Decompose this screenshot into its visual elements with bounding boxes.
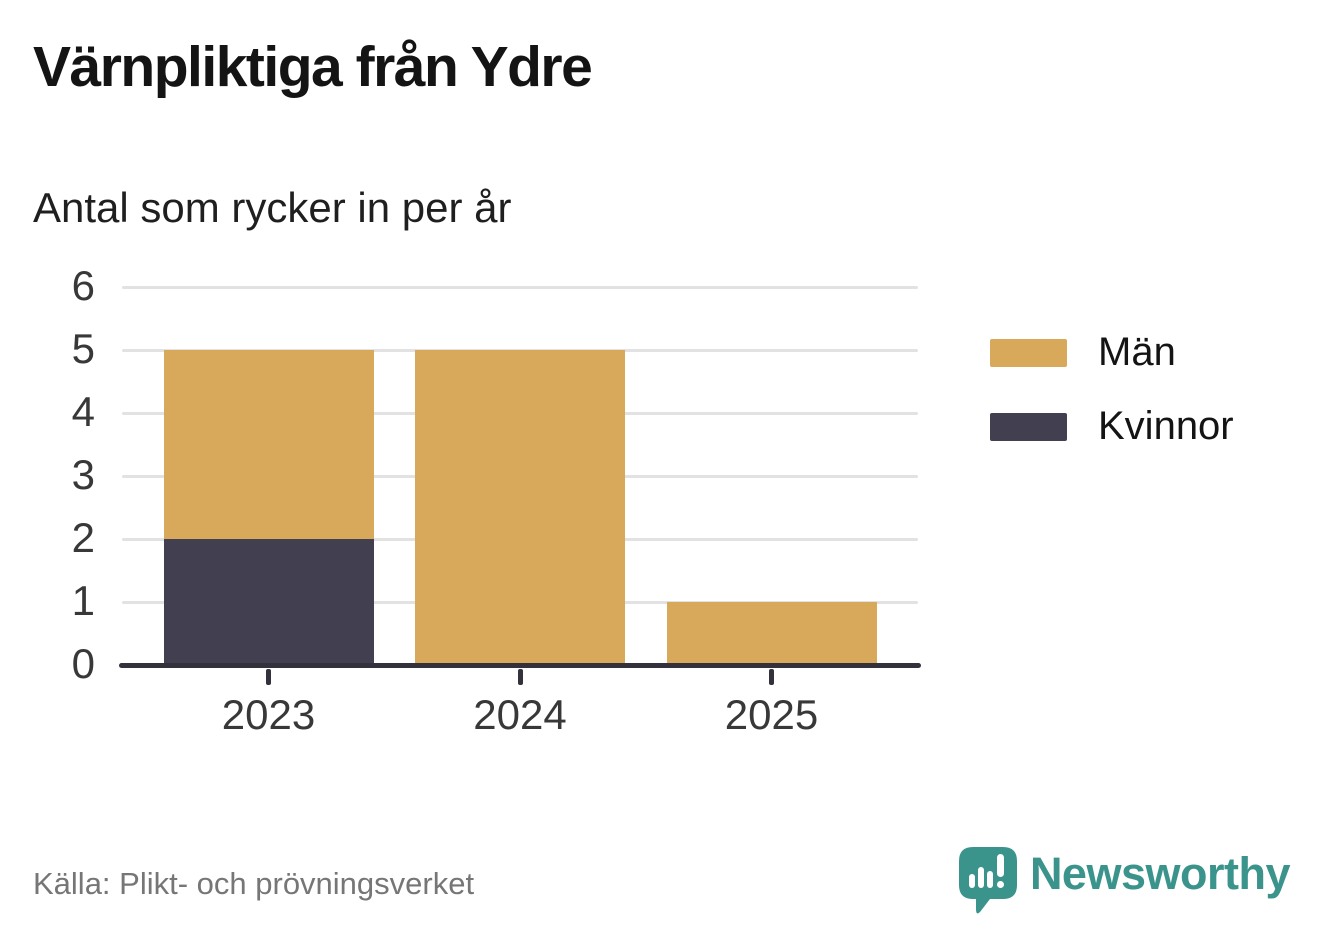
bar-segment-kvinnor-2023	[163, 539, 374, 665]
legend-label: Kvinnor	[1098, 404, 1234, 448]
chart-title: Värnpliktiga från Ydre	[33, 35, 593, 99]
gridline-y6	[122, 285, 918, 289]
newsworthy-logo-icon	[958, 847, 1017, 914]
x-axis-line	[119, 662, 921, 668]
y-axis-label: 0	[71, 640, 95, 688]
bar-segment-män-2023	[163, 350, 374, 539]
brand-name: Newsworthy	[1029, 848, 1291, 899]
y-axis-label: 2	[71, 514, 95, 562]
legend-item-kvinnor: Kvinnor	[990, 404, 1234, 449]
source-note: Källa: Plikt- och prövningsverket	[33, 866, 475, 901]
y-axis-label: 5	[71, 325, 95, 373]
y-axis-label: 3	[71, 451, 95, 499]
y-axis-label: 6	[71, 262, 95, 310]
legend: Män Kvinnor	[990, 330, 1234, 478]
bar-segment-män-2024	[415, 350, 625, 665]
x-tick-2023	[266, 669, 271, 685]
legend-item-män: Män	[990, 330, 1234, 375]
x-tick-2025	[769, 669, 774, 685]
x-tick-2024	[517, 669, 523, 685]
chart-subtitle: Antal som rycker in per år	[33, 184, 512, 231]
plot-area: 0 1 2 3 4 5 6 2023 2024 2025	[72, 262, 921, 738]
legend-label: Män	[1098, 330, 1176, 374]
y-axis-label: 1	[71, 577, 95, 625]
y-axis-label: 4	[71, 388, 95, 436]
legend-swatch-män	[990, 338, 1067, 367]
legend-swatch-kvinnor	[990, 412, 1067, 441]
x-axis-label: 2024	[473, 691, 567, 738]
bar-segment-män-2025	[666, 602, 877, 665]
x-axis-label: 2025	[724, 691, 819, 738]
brand-logo: Newsworthy	[958, 843, 1291, 917]
x-axis-label: 2023	[221, 691, 316, 738]
